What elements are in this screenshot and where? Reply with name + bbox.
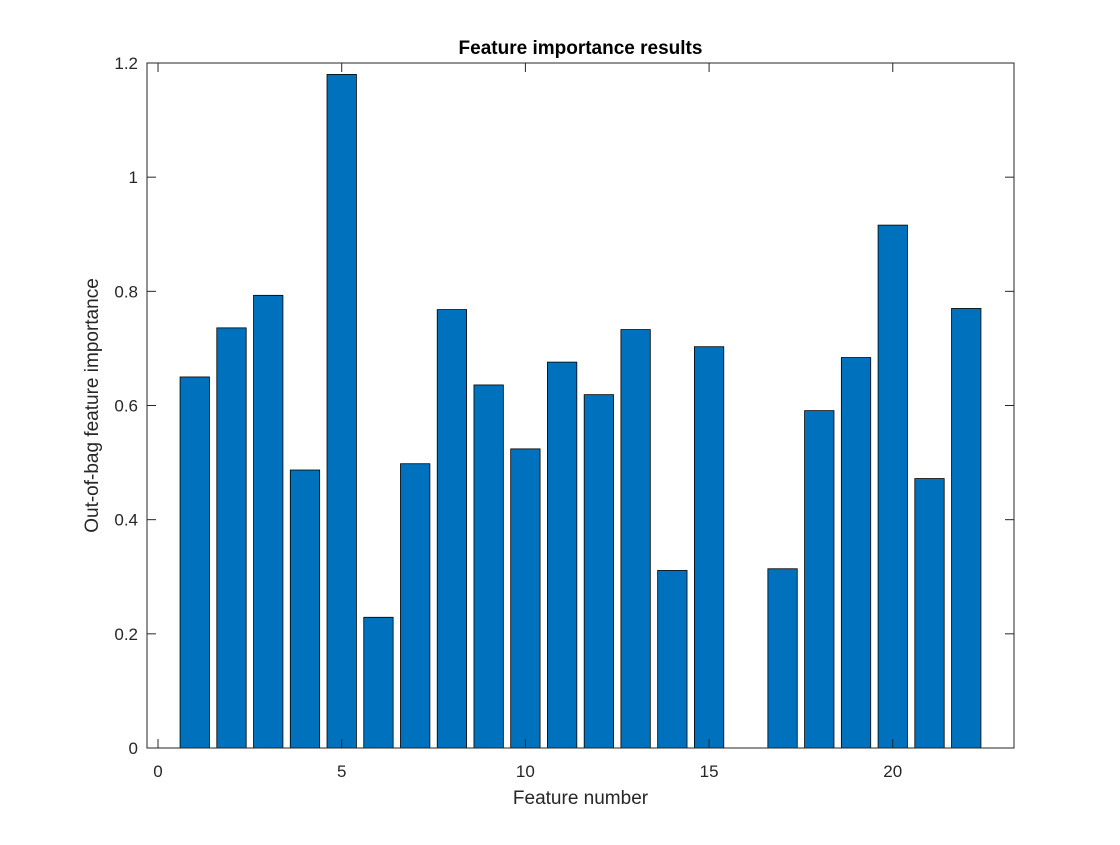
bars-group [179, 74, 982, 749]
bar-feature-22 [951, 308, 982, 749]
y-tick-label: 0.8 [114, 282, 138, 301]
y-axis-label: Out-of-bag feature importance [82, 278, 103, 533]
bar-feature-15 [693, 346, 725, 749]
x-tick-label: 15 [700, 762, 719, 781]
bar-feature-6 [363, 616, 394, 749]
bar-feature-9 [473, 384, 504, 749]
chart-title: Feature importance results [459, 38, 703, 59]
x-axis-label: Feature number [513, 788, 649, 809]
bar-feature-2 [216, 327, 247, 749]
bar-feature-21 [914, 478, 945, 749]
x-tick-label: 0 [153, 762, 162, 781]
tick-labels-group: 0 5 10 15 20 0 0.2 0.4 0.6 0.8 1 1.2 [114, 54, 902, 781]
y-tick-label: 0.6 [114, 397, 138, 416]
bar-feature-12 [583, 394, 614, 749]
y-tick-label: 1 [129, 168, 138, 187]
bar-feature-8 [436, 309, 468, 749]
bar-feature-5 [326, 74, 357, 749]
bar-feature-1 [179, 376, 210, 749]
y-tick-label: 0.4 [114, 511, 138, 530]
y-tick-label: 0.2 [114, 625, 138, 644]
bar-feature-11 [547, 361, 578, 749]
bar-feature-7 [400, 463, 431, 749]
y-tick-label: 1.2 [114, 54, 138, 73]
bar-feature-10 [510, 448, 541, 749]
x-tick-label: 10 [516, 762, 535, 781]
bar-feature-14 [657, 570, 688, 749]
y-tick-label: 0 [129, 739, 138, 758]
axes-box [146, 62, 1015, 749]
bar-feature-13 [620, 329, 651, 749]
bar-feature-3 [253, 294, 284, 749]
bar-feature-4 [289, 469, 321, 749]
x-tick-label: 20 [883, 762, 902, 781]
bar-feature-18 [804, 410, 835, 749]
bar-feature-20 [877, 224, 908, 749]
x-tick-label: 5 [337, 762, 346, 781]
bar-feature-19 [840, 357, 872, 749]
bar-feature-17 [767, 568, 798, 749]
